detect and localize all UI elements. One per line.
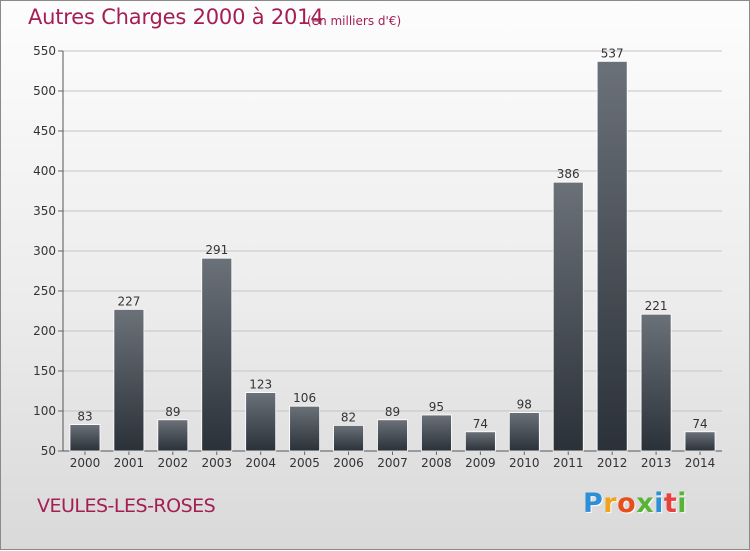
x-tick-label: 2002 bbox=[158, 456, 189, 470]
value-label: 386 bbox=[557, 167, 580, 181]
value-label: 74 bbox=[473, 417, 488, 431]
x-tick-label: 2006 bbox=[333, 456, 364, 470]
value-label: 221 bbox=[645, 299, 668, 313]
bar-2012 bbox=[596, 61, 628, 452]
value-label: 89 bbox=[385, 405, 400, 419]
x-tick-label: 2004 bbox=[245, 456, 276, 470]
x-tick-label: 2011 bbox=[553, 456, 584, 470]
x-tick-label: 2007 bbox=[377, 456, 408, 470]
y-tick-label: 250 bbox=[33, 284, 56, 298]
value-label: 123 bbox=[249, 378, 272, 392]
x-tick-label: 2001 bbox=[114, 456, 145, 470]
value-label: 537 bbox=[601, 46, 624, 60]
bar-2004 bbox=[245, 392, 277, 452]
x-tick-label: 2000 bbox=[70, 456, 101, 470]
y-tick-label: 450 bbox=[33, 124, 56, 138]
bar-2003 bbox=[201, 257, 233, 452]
value-label: 106 bbox=[293, 391, 316, 405]
bar-2006 bbox=[333, 424, 364, 452]
value-label: 83 bbox=[77, 410, 92, 424]
x-tick-label: 2013 bbox=[641, 456, 672, 470]
value-label: 291 bbox=[205, 243, 228, 257]
chart-subtitle: (en milliers d'€) bbox=[307, 14, 402, 28]
bars bbox=[69, 61, 716, 452]
bar-2005 bbox=[289, 405, 321, 452]
y-tick-label: 50 bbox=[41, 444, 56, 458]
x-tick-label: 2014 bbox=[685, 456, 716, 470]
proxiti-logo: Proxiti bbox=[583, 488, 688, 519]
y-tick-label: 150 bbox=[33, 364, 56, 378]
x-tick-label: 2008 bbox=[421, 456, 452, 470]
y-tick-label: 500 bbox=[33, 84, 56, 98]
bar-2001 bbox=[113, 308, 145, 452]
y-tick-label: 350 bbox=[33, 204, 56, 218]
bar-2000 bbox=[69, 424, 101, 452]
y-tick-label: 100 bbox=[33, 404, 56, 418]
bar-2010 bbox=[508, 412, 540, 452]
labels: 50 100 150 200 250 300 350 400 450 500 550 83 2000 22… bbox=[33, 44, 715, 470]
chart-title: Autres Charges 2000 à 2014 bbox=[28, 5, 324, 29]
value-label: 98 bbox=[517, 398, 532, 412]
x-tick-label: 2010 bbox=[509, 456, 540, 470]
x-tick-label: 2009 bbox=[465, 456, 496, 470]
x-tick-label: 2005 bbox=[289, 456, 320, 470]
bar-2011 bbox=[552, 181, 584, 452]
y-tick-label: 200 bbox=[33, 324, 56, 338]
bar-2007 bbox=[377, 419, 408, 452]
x-tick-label: 2003 bbox=[201, 456, 232, 470]
value-label: 227 bbox=[117, 294, 140, 308]
value-label: 74 bbox=[692, 417, 707, 431]
x-tick-label: 2012 bbox=[597, 456, 628, 470]
bar-2013 bbox=[640, 313, 672, 452]
commune-name: VEULES-LES-ROSES bbox=[37, 495, 216, 517]
value-label: 89 bbox=[165, 405, 180, 419]
bar-2008 bbox=[421, 414, 452, 452]
value-label: 82 bbox=[341, 410, 356, 424]
bar-2002 bbox=[157, 419, 189, 452]
bar-2014 bbox=[684, 431, 716, 452]
value-label: 95 bbox=[429, 400, 444, 414]
y-tick-label: 400 bbox=[33, 164, 56, 178]
bar-2009 bbox=[464, 431, 496, 452]
y-tick-label: 300 bbox=[33, 244, 56, 258]
y-tick-label: 550 bbox=[33, 44, 56, 58]
